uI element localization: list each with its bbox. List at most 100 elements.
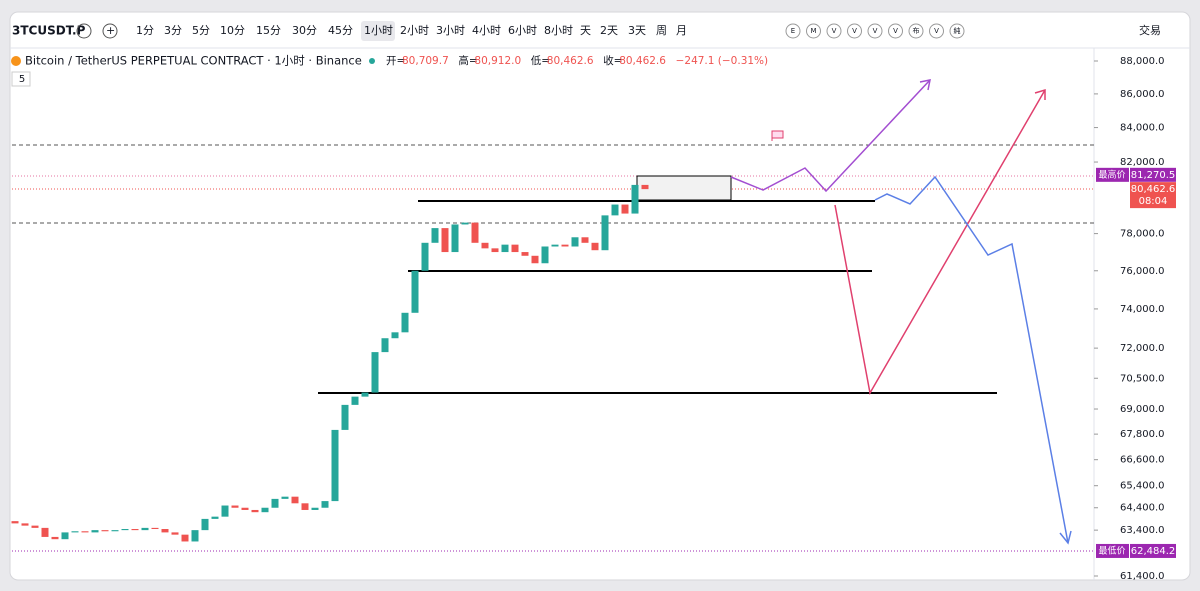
candle bbox=[261, 507, 269, 513]
blue-path[interactable] bbox=[874, 175, 1069, 544]
interval-button[interactable]: 3小时 bbox=[436, 24, 465, 37]
add-glyph: + bbox=[106, 24, 115, 37]
candle bbox=[371, 352, 379, 393]
candle bbox=[581, 237, 589, 243]
candle bbox=[11, 521, 19, 524]
high-price-box bbox=[1130, 167, 1176, 182]
candle bbox=[601, 215, 609, 251]
y-tick-label: 66,600.0 bbox=[1120, 455, 1165, 466]
interval-button[interactable]: 5分 bbox=[192, 24, 210, 37]
interval-button[interactable]: 3分 bbox=[164, 24, 182, 37]
interval-button[interactable]: 8小时 bbox=[544, 24, 573, 37]
y-tick-label: 86,000.0 bbox=[1120, 89, 1165, 100]
interval-button[interactable]: 45分 bbox=[328, 24, 353, 37]
indicator-label: M bbox=[810, 27, 816, 35]
interval-button[interactable]: 1分 bbox=[136, 24, 154, 37]
purple-path[interactable] bbox=[730, 79, 931, 193]
ohlc-label: 低= bbox=[531, 54, 550, 67]
candle bbox=[131, 529, 139, 531]
interval-button[interactable]: 10分 bbox=[220, 24, 245, 37]
candle bbox=[111, 530, 119, 532]
candle bbox=[561, 244, 569, 247]
y-tick-label: 84,000.0 bbox=[1120, 123, 1165, 134]
study-toggle[interactable] bbox=[11, 71, 31, 87]
indicator-label: E bbox=[791, 27, 795, 35]
interval-button[interactable]: 4小时 bbox=[472, 24, 501, 37]
interval-button[interactable]: 3天 bbox=[628, 24, 646, 37]
indicator-label: V bbox=[934, 27, 939, 35]
interval-button[interactable]: 天 bbox=[580, 24, 591, 37]
compare-icon[interactable] bbox=[76, 23, 92, 39]
chart-window bbox=[9, 11, 1191, 581]
study-count: 5 bbox=[19, 74, 25, 85]
candle bbox=[201, 518, 209, 531]
candle bbox=[141, 527, 149, 531]
ohlc-label: 高= bbox=[458, 54, 477, 67]
candle bbox=[181, 534, 189, 542]
candle bbox=[381, 338, 389, 353]
countdown: 08:04 bbox=[1139, 196, 1168, 207]
candle bbox=[491, 248, 499, 253]
y-tick-label: 74,000.0 bbox=[1120, 304, 1165, 315]
candle bbox=[211, 516, 219, 519]
candle bbox=[341, 404, 349, 430]
candle bbox=[461, 222, 469, 225]
indicator-icon[interactable] bbox=[847, 23, 862, 39]
trade-button[interactable]: 交易 bbox=[1139, 23, 1161, 37]
arrow-head bbox=[1034, 88, 1046, 100]
candle bbox=[251, 509, 259, 513]
candle bbox=[481, 242, 489, 249]
candle bbox=[31, 525, 39, 528]
arrow-head bbox=[1059, 530, 1072, 545]
legend: Bitcoin / TetherUS PERPETUAL CONTRACT · … bbox=[11, 54, 375, 87]
low-name: 最低价 bbox=[1098, 544, 1125, 556]
candle bbox=[271, 498, 279, 508]
ohlc-value: 80,912.0 bbox=[474, 55, 521, 67]
interval-button[interactable]: 6小时 bbox=[508, 24, 537, 37]
arrow-head bbox=[919, 79, 931, 91]
candle bbox=[161, 529, 169, 533]
indicator-label: V bbox=[873, 27, 878, 35]
ohlc-value: 80,462.6 bbox=[619, 55, 666, 67]
indicator-icon[interactable] bbox=[867, 23, 883, 39]
indicator-label: 布 bbox=[913, 26, 920, 35]
candle bbox=[221, 505, 229, 517]
indicator-icon[interactable] bbox=[949, 23, 965, 39]
red-path[interactable] bbox=[834, 89, 1046, 396]
low-name-box bbox=[1096, 543, 1129, 558]
indicator-icon[interactable] bbox=[806, 23, 821, 39]
candle bbox=[441, 228, 449, 253]
candle bbox=[531, 255, 539, 264]
candle bbox=[151, 527, 159, 530]
interval-button[interactable]: 2天 bbox=[600, 24, 618, 37]
candle bbox=[451, 224, 459, 253]
candle bbox=[331, 429, 339, 502]
candle bbox=[361, 392, 369, 397]
indicator-icon[interactable] bbox=[826, 23, 842, 39]
interval-button[interactable]: 15分 bbox=[256, 24, 281, 37]
interval-button[interactable]: 2小时 bbox=[400, 24, 429, 37]
interval-button[interactable]: 周 bbox=[656, 24, 667, 37]
candle bbox=[281, 496, 289, 499]
interval-button[interactable]: 1小时 bbox=[364, 24, 393, 37]
last-price-label: 80,462.6 bbox=[1131, 184, 1176, 195]
interval-button[interactable]: 月 bbox=[676, 24, 687, 37]
range-box[interactable] bbox=[636, 175, 732, 201]
y-tick-label: 78,000.0 bbox=[1120, 229, 1165, 240]
indicator-icon[interactable] bbox=[908, 23, 924, 39]
symbol[interactable]: 3TCUSDT.P bbox=[12, 24, 86, 38]
interval-button[interactable]: 30分 bbox=[292, 24, 317, 37]
candle bbox=[391, 332, 399, 339]
candle bbox=[41, 527, 49, 537]
indicator-icon[interactable] bbox=[888, 23, 903, 39]
y-tick-label: 61,400.0 bbox=[1120, 571, 1165, 582]
candle bbox=[191, 530, 199, 542]
indicator-label: V bbox=[893, 27, 898, 35]
add-icon[interactable] bbox=[102, 23, 118, 39]
candle bbox=[521, 252, 529, 256]
candle bbox=[421, 242, 429, 271]
y-tick-label: 67,800.0 bbox=[1120, 429, 1165, 440]
y-tick-label: 82,000.0 bbox=[1120, 157, 1165, 168]
indicator-icon[interactable] bbox=[785, 23, 801, 39]
indicator-icon[interactable] bbox=[929, 23, 944, 39]
